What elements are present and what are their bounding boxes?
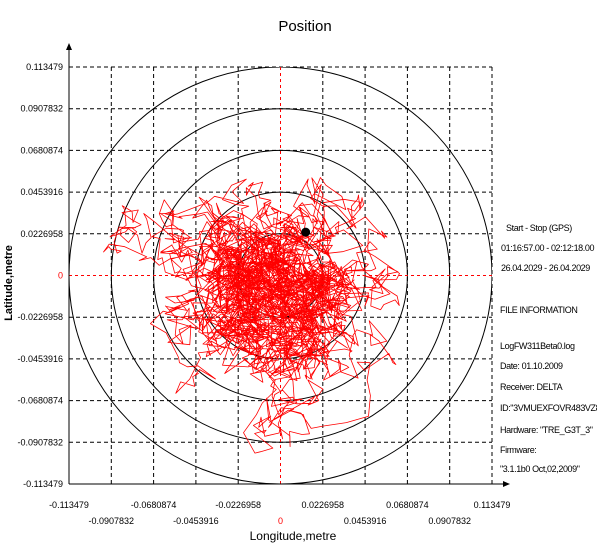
y-tick-label: 0.0907832 (20, 104, 63, 114)
x-tick-label: 0 (278, 516, 283, 526)
y-axis-label: Latitude,metre (3, 245, 15, 321)
x-tick-label: -0.0226958 (215, 500, 261, 510)
firmware-label: Firmware: (500, 445, 537, 455)
y-tick-label: 0.113479 (26, 62, 63, 72)
current-position-marker (301, 227, 311, 237)
x-axis-label: Longitude,metre (250, 529, 337, 543)
hardware: Hardware: "TRE_G3T_3" (500, 425, 593, 435)
x-tick-label: 0.0453916 (344, 516, 387, 526)
time-range: 01:16:57.00 - 02:12:18.00 (501, 243, 595, 253)
x-tick-label: -0.113479 (49, 500, 89, 510)
y-tick-labels: 0.113479 0.0907832 0.0680874 0.0453916 0.022… (17, 62, 63, 489)
date-range: 26.04.2029 - 26.04.2029 (501, 263, 590, 273)
y-tick-label: -0.0453916 (17, 354, 63, 364)
x-tick-label: 0.0907832 (428, 516, 471, 526)
file-heading: FILE INFORMATION (500, 305, 578, 315)
file-date: Date: 01.10.2009 (500, 361, 563, 371)
x-tick-label: 0.113479 (474, 500, 511, 510)
x-tick-label: -0.0453916 (173, 516, 219, 526)
y-tick-label: -0.0226958 (17, 312, 63, 322)
current-position (301, 227, 311, 237)
x-tick-label: 0.0226958 (302, 500, 345, 510)
y-tick-label: -0.0907832 (17, 437, 63, 447)
firmware-value: "3.1.1b0 Oct,02,2009" (500, 464, 580, 474)
receiver: Receiver: DELTA (500, 382, 563, 392)
x-tick-labels: -0.113479-0.0907832 -0.0680874 -0.0453916 -… (49, 500, 510, 526)
x-axis-arrow-icon (503, 481, 510, 487)
x-tick-label: -0.0907832 (89, 516, 135, 526)
track-line (103, 177, 400, 454)
axes (66, 43, 510, 487)
session-heading: Start - Stop (GPS) (506, 223, 572, 233)
y-axis-arrow-icon (66, 43, 72, 50)
receiver-id: ID:"3VMUEXFOVR483VZ8ZR" (500, 403, 597, 413)
x-tick-label: 0.0680874 (386, 500, 429, 510)
y-tick-label: -0.113479 (23, 479, 63, 489)
x-tick-label: -0.0680874 (131, 500, 177, 510)
y-tick-label: 0.0680874 (20, 145, 63, 155)
file-name: LogFW311Beta0.log (500, 341, 575, 351)
zero-axes (69, 67, 492, 484)
y-tick-label: -0.0680874 (17, 396, 63, 406)
y-tick-label: 0.0453916 (20, 187, 63, 197)
track (103, 177, 400, 454)
y-tick-label: 0.0226958 (20, 229, 63, 239)
chart-title: Position (278, 18, 331, 35)
y-tick-label: 0 (58, 271, 63, 281)
